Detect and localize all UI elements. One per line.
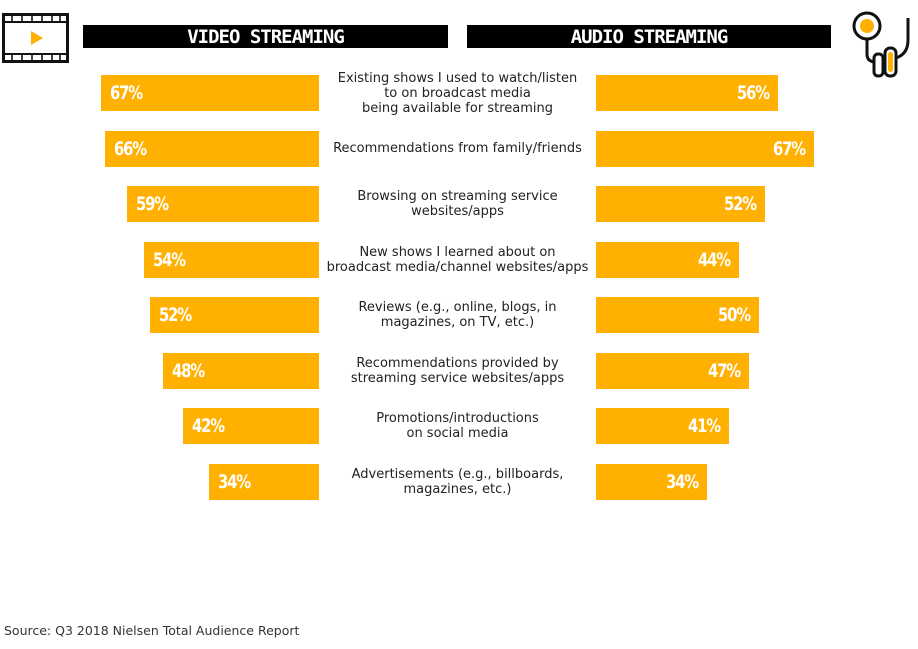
audio-value-label: 34%: [665, 470, 699, 493]
audio-streaming-header: AUDIO STREAMING: [467, 25, 831, 48]
video-play-icon: [2, 13, 69, 63]
audio-value-label: 41%: [688, 415, 721, 437]
audio-bar: 50%: [596, 297, 759, 333]
audio-bar: 67%: [596, 130, 814, 167]
video-value-label: 48%: [172, 359, 205, 382]
category-label: Recommendations provided by streaming ser…: [350, 355, 565, 386]
video-bar: 59%: [127, 186, 319, 222]
audio-value-label: 50%: [717, 304, 751, 326]
video-value-label: 66%: [113, 137, 147, 160]
video-value-label: 54%: [152, 248, 186, 271]
video-bar: 48%: [163, 352, 319, 389]
video-value-label: 42%: [191, 415, 225, 437]
video-bar: 42%: [182, 408, 319, 444]
video-value-label: 34%: [217, 470, 251, 493]
category-label: Recommendations from family/friends: [333, 141, 582, 156]
audio-bar: 56%: [596, 75, 778, 111]
audio-bar: 41%: [596, 408, 730, 444]
headphones-icon: [852, 11, 910, 78]
video-bar: 34%: [208, 463, 319, 500]
video-value-label: 52%: [159, 304, 192, 326]
audio-bar: 44%: [596, 241, 739, 278]
video-bar: 54%: [143, 241, 319, 278]
audio-value-label: 67%: [772, 137, 806, 160]
category-label: New shows I learned about on broadcast me…: [326, 244, 589, 275]
audio-value-label: 47%: [707, 359, 741, 382]
video-bar: 66%: [104, 130, 319, 167]
video-bar: 67%: [101, 75, 319, 111]
category-label: Existing shows I used to watch/listen to …: [337, 70, 578, 116]
category-label: Advertisements (e.g., billboards, magazin…: [351, 466, 564, 497]
source-note: Source: Q3 2018 Nielsen Total Audience R…: [4, 623, 300, 638]
video-streaming-header: VIDEO STREAMING: [83, 25, 448, 48]
video-bar: 52%: [150, 297, 319, 333]
audio-value-label: 56%: [737, 82, 770, 104]
category-label: Promotions/introductions on social media: [376, 411, 539, 441]
audio-bar: 52%: [596, 186, 765, 222]
audio-bar: 47%: [596, 352, 749, 389]
video-value-label: 59%: [136, 193, 169, 215]
category-label: Reviews (e.g., online, blogs, in magazine…: [358, 300, 557, 330]
audio-value-label: 52%: [724, 193, 757, 215]
audio-bar: 34%: [596, 463, 707, 500]
audio-value-label: 44%: [698, 248, 731, 271]
video-value-label: 67%: [110, 82, 143, 104]
category-label: Browsing on streaming service websites/ap…: [357, 189, 558, 219]
